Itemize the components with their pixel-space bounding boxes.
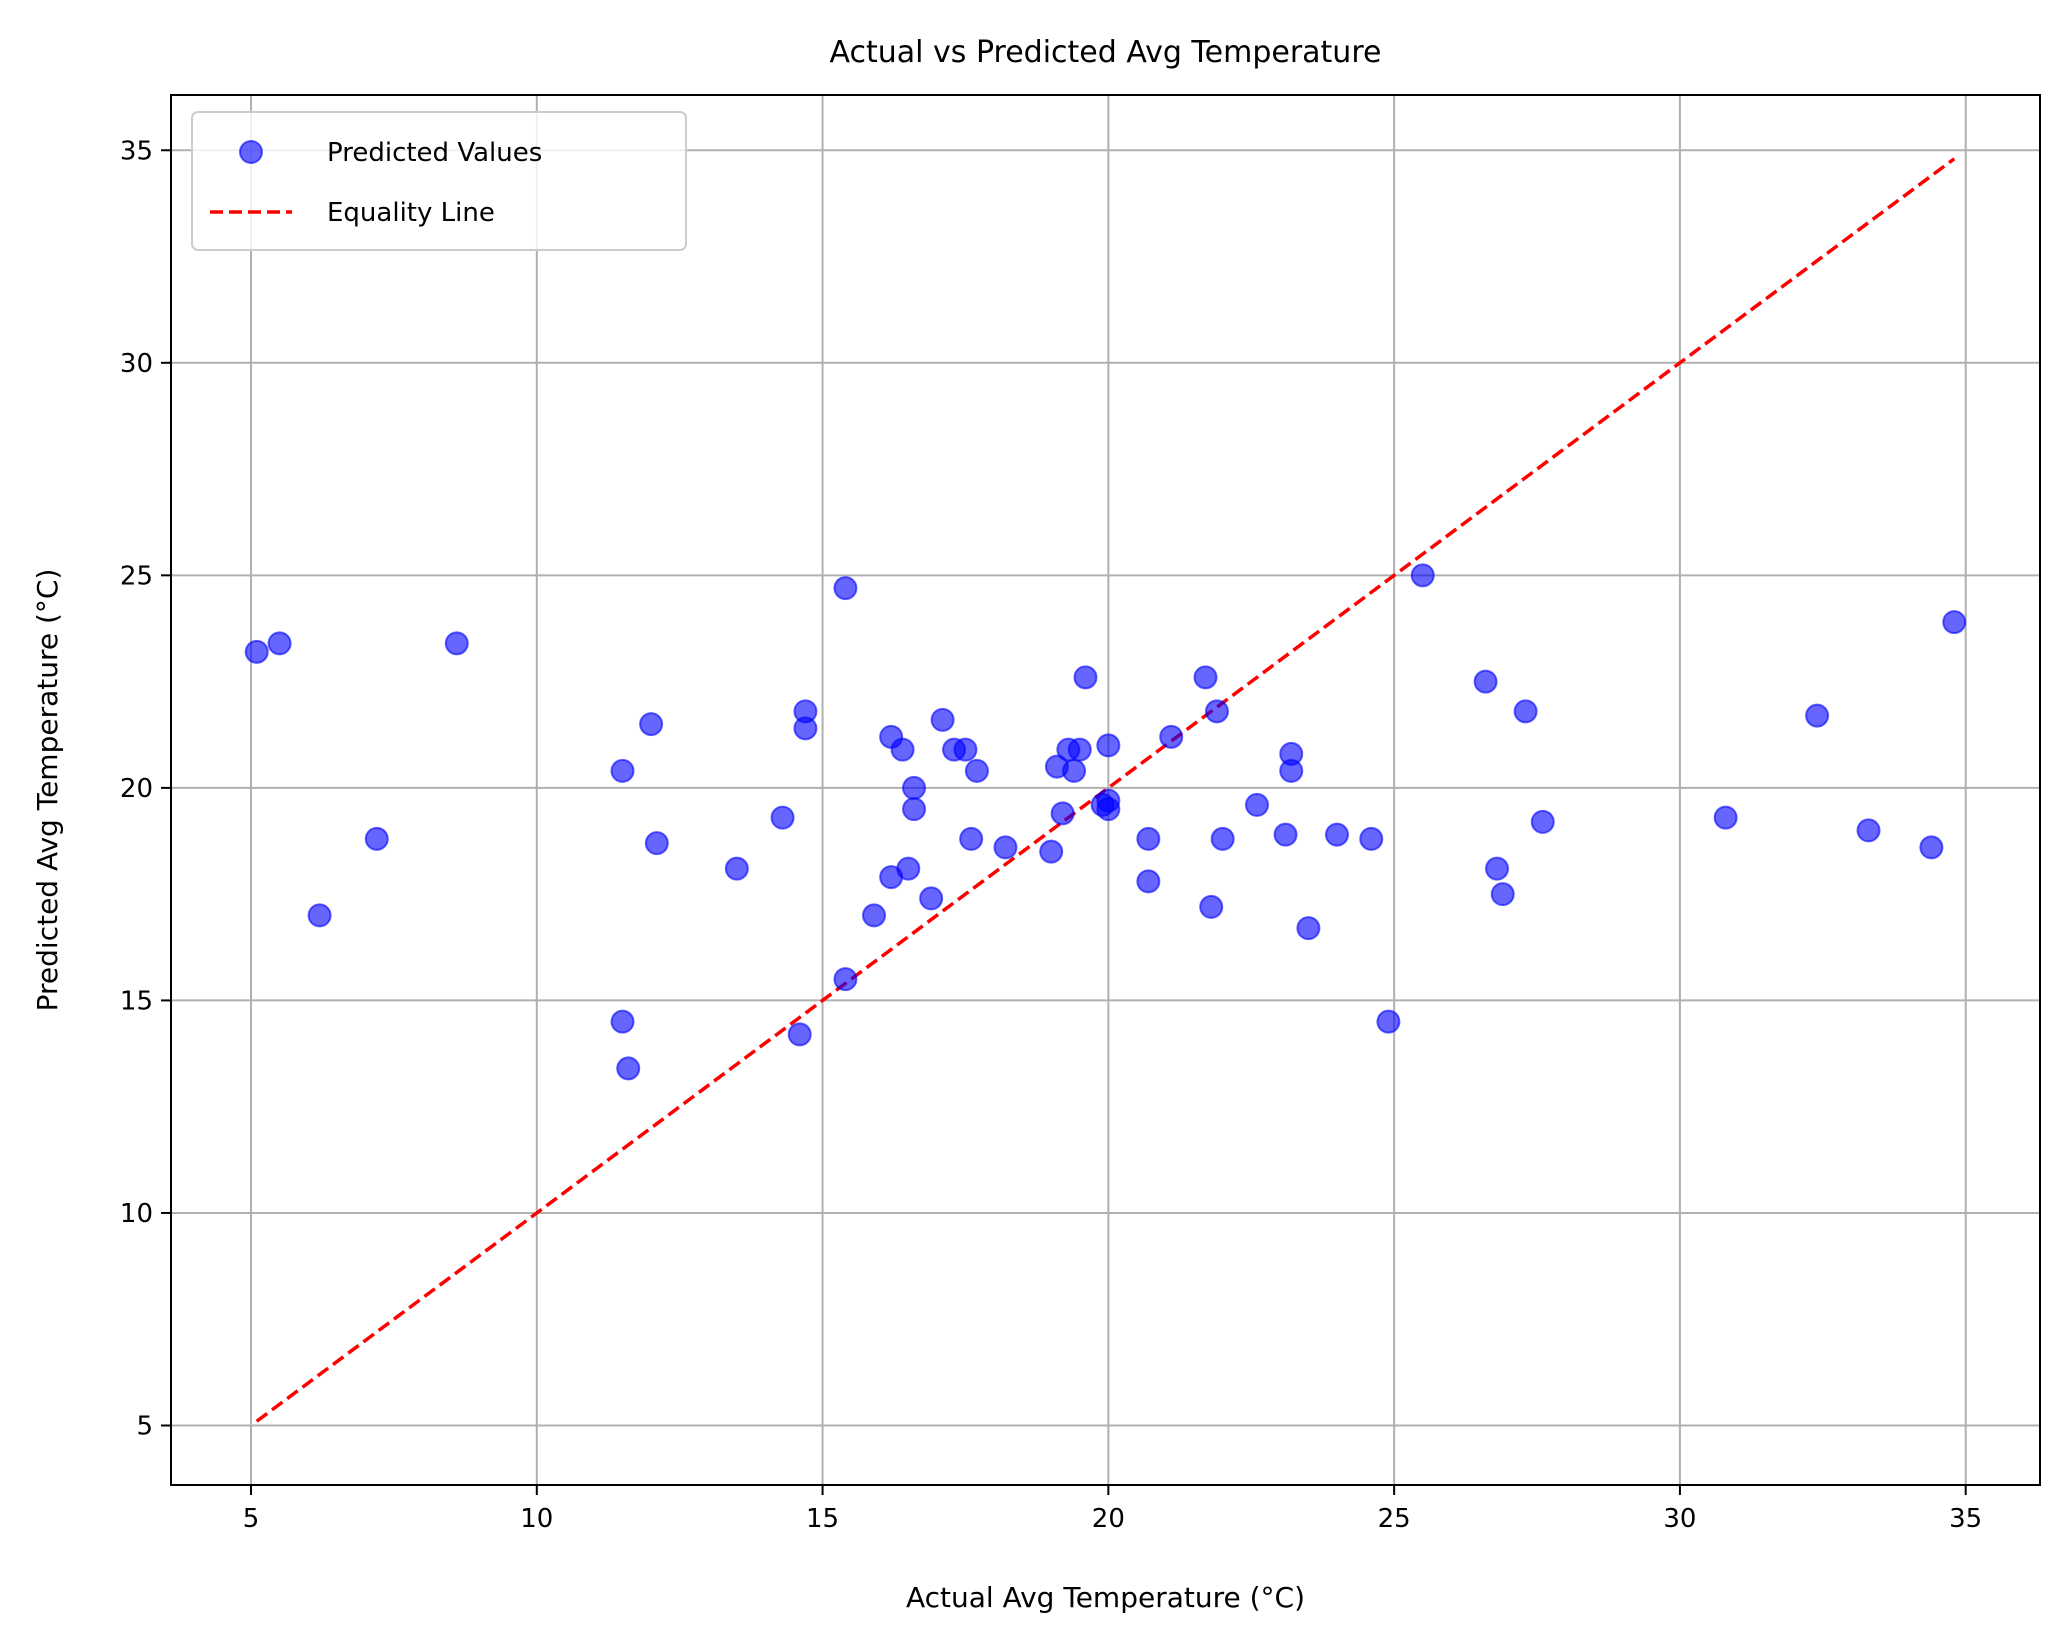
data-point: [1204, 699, 1229, 724]
data-point: [787, 1022, 812, 1047]
data-point: [770, 805, 795, 830]
data-point: [919, 886, 944, 911]
data-point: [610, 1009, 635, 1034]
x-tick-label: 30: [1663, 1504, 1696, 1534]
legend: Predicted Values Equality Line: [191, 111, 687, 251]
data-point: [1067, 737, 1092, 762]
legend-label-predicted: Predicted Values: [327, 138, 542, 168]
data-point: [1073, 665, 1098, 690]
data-point: [902, 797, 927, 822]
data-point: [639, 712, 664, 737]
y-tick-label: 30: [120, 349, 153, 379]
legend-point-marker: [239, 140, 263, 164]
y-tick-label: 20: [120, 774, 153, 804]
x-tick-label: 15: [806, 1504, 839, 1534]
grid-lines: [171, 95, 2040, 1485]
data-point: [724, 856, 749, 881]
legend-label-equality: Equality Line: [327, 198, 495, 228]
x-axis-label: Actual Avg Temperature (°C): [906, 1581, 1305, 1614]
data-points: [244, 563, 1967, 1081]
data-point: [1050, 801, 1075, 826]
data-point: [1490, 882, 1515, 907]
y-tick-label: 35: [120, 136, 153, 166]
data-point: [1062, 758, 1087, 783]
data-point: [953, 737, 978, 762]
data-point: [993, 835, 1018, 860]
data-point: [1279, 758, 1304, 783]
data-point: [1039, 839, 1064, 864]
data-point: [1096, 733, 1121, 758]
data-point: [644, 831, 669, 856]
data-point: [890, 737, 915, 762]
data-point: [930, 707, 955, 732]
data-point: [862, 903, 887, 928]
data-point: [1713, 805, 1738, 830]
data-point: [902, 775, 927, 800]
data-point: [833, 576, 858, 601]
data-point: [1376, 1009, 1401, 1034]
data-point: [1856, 818, 1881, 843]
data-point: [1359, 826, 1384, 851]
data-point: [1210, 826, 1235, 851]
data-point: [1136, 826, 1161, 851]
x-tick-label: 10: [520, 1504, 553, 1534]
data-point: [364, 826, 389, 851]
x-tick-label: 20: [1092, 1504, 1125, 1534]
data-point: [244, 639, 269, 664]
data-point: [1324, 822, 1349, 847]
data-point: [833, 967, 858, 992]
plot-frame: [170, 94, 2041, 1486]
data-point: [1805, 703, 1830, 728]
legend-box: [191, 111, 687, 251]
data-point: [793, 716, 818, 741]
data-point: [1273, 822, 1298, 847]
data-point: [1136, 869, 1161, 894]
y-tick-label: 5: [136, 1411, 153, 1441]
data-point: [1473, 669, 1498, 694]
data-point: [1485, 856, 1510, 881]
x-tick-label: 5: [243, 1504, 260, 1534]
x-tick-label: 25: [1378, 1504, 1411, 1534]
data-point: [1096, 797, 1121, 822]
data-point: [1199, 894, 1224, 919]
data-point: [1919, 835, 1944, 860]
data-point: [1410, 563, 1435, 588]
chart-title: Actual vs Predicted Avg Temperature: [830, 35, 1382, 70]
x-tick-label: 35: [1949, 1504, 1982, 1534]
y-tick-label: 15: [120, 986, 153, 1016]
data-point: [1513, 699, 1538, 724]
data-point: [896, 856, 921, 881]
data-point: [267, 631, 292, 656]
data-point: [1296, 916, 1321, 941]
data-point: [1942, 610, 1967, 635]
data-point: [959, 826, 984, 851]
data-point: [444, 631, 469, 656]
data-point: [610, 758, 635, 783]
data-point: [1159, 724, 1184, 749]
data-point: [964, 758, 989, 783]
data-point: [1193, 665, 1218, 690]
data-point: [616, 1056, 641, 1081]
axis-ticks: 5 10 15 20 25 30 35 5 10 15 20 25 30 35: [120, 136, 1982, 1534]
y-axis-label: Predicted Avg Temperature (°C): [31, 569, 64, 1012]
data-point: [307, 903, 332, 928]
y-tick-label: 10: [120, 1199, 153, 1229]
y-tick-label: 25: [120, 561, 153, 591]
data-point: [1530, 809, 1555, 834]
data-point: [1244, 792, 1269, 817]
